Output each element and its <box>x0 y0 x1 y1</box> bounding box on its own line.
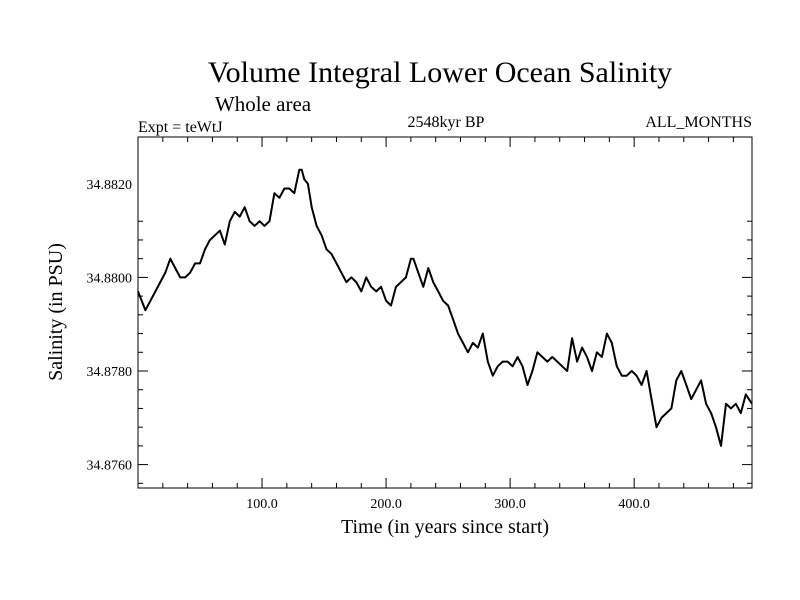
chart-subtitle: Whole area <box>215 92 312 116</box>
x-tick-label: 300.0 <box>494 497 526 512</box>
x-tick-label: 100.0 <box>246 497 278 512</box>
x-axis: 100.0 200.0 300.0 400.0 <box>162 137 734 512</box>
y-axis-label: Salinity (in PSU) <box>45 243 67 381</box>
chart-title: Volume Integral Lower Ocean Salinity <box>208 56 672 89</box>
x-axis-label: Time (in years since start) <box>341 516 549 538</box>
y-tick-label: 34.8800 <box>87 271 133 286</box>
y-axis: 34.8760 34.8780 34.8800 34.8820 <box>87 178 752 484</box>
experiment-label: Expt = teWtJ <box>138 119 223 136</box>
months-label: ALL_MONTHS <box>645 114 752 131</box>
salinity-series-line <box>137 168 753 447</box>
y-tick-label: 34.8780 <box>87 365 133 380</box>
plot-frame <box>137 136 753 489</box>
period-label: 2548kyr BP <box>408 114 485 131</box>
x-tick-label: 200.0 <box>370 497 402 512</box>
y-tick-label: 34.8760 <box>87 459 133 474</box>
y-tick-label: 34.8820 <box>87 178 133 193</box>
x-tick-label: 400.0 <box>618 497 650 512</box>
